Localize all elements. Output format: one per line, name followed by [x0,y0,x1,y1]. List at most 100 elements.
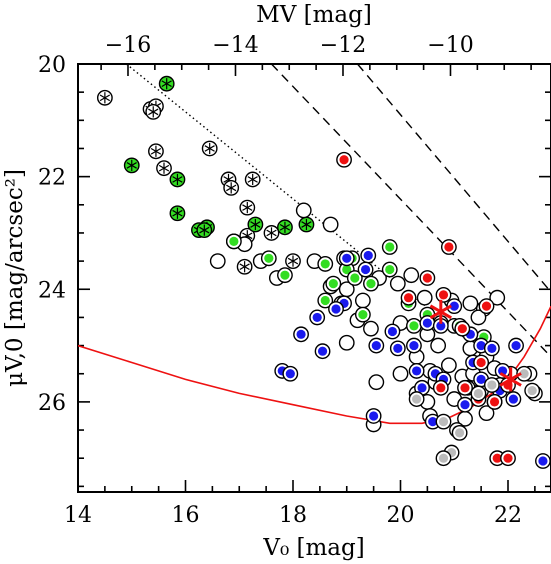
circle_grey-point [516,365,533,382]
marker-fill [393,343,403,353]
circle_blue-point [293,326,309,343]
circle_red-point [336,151,352,168]
marker-fill [460,400,470,410]
marker-circle [478,405,495,422]
asterisk-stroke [158,164,170,172]
x-tick-label: 18 [279,503,307,528]
marker-fill [444,242,454,252]
star-stroke [499,372,522,387]
asterisk-stroke [126,162,137,169]
marker-circle [338,334,355,351]
marker-fill [264,253,274,263]
dashed-reference-line [270,64,551,358]
circle_blue-point [365,408,382,424]
marker-fill [473,388,484,399]
circle_white-point [403,267,420,284]
marker-fill [460,383,470,393]
marker-fill [409,321,419,331]
circle_grey-point [524,382,541,399]
asterisk_white-point [156,160,172,177]
asterisk_white-point [263,225,280,241]
circle_white-point [440,357,457,374]
circle_blue-point [432,317,449,334]
circle_green-point [317,292,334,309]
x-tick-label: 14 [64,503,92,528]
asterisk_white-point [236,258,253,275]
asterisk_green-point [158,75,175,92]
circle_green-point [277,267,293,284]
top-tick-label: −14 [212,33,258,58]
y-tick-label: 24 [38,278,66,303]
marker-fill [280,270,290,280]
marker-fill [342,264,352,275]
plot-area [78,64,551,469]
marker-fill [320,259,330,269]
marker-fill [412,394,422,404]
marker-fill [417,383,427,393]
marker-circle [416,289,433,306]
y-tick-label: 20 [38,53,66,78]
marker-fill [387,326,398,337]
marker-fill [481,301,492,311]
x-tick-label: 22 [494,503,522,528]
circle_green-point [317,256,334,272]
marker-fill [436,321,446,331]
asterisk_white-point [96,89,113,106]
circle_blue-point [338,250,355,267]
asterisk-stroke [204,145,215,152]
circle_red-point [454,320,471,337]
circle_red-point [473,354,490,371]
asterisk-stroke [250,221,261,228]
circle_green-point [346,270,363,286]
asterisk_green-point [169,171,186,188]
marker-fill [285,369,295,379]
marker-circle [368,374,385,391]
circle_white-point [489,289,506,306]
circle_green-point [260,250,277,267]
marker-fill [436,383,446,393]
circle_white-point [416,289,433,306]
marker-fill [538,456,548,466]
marker-circle [354,292,371,309]
marker-circle [363,320,379,337]
top-tick-label: −12 [320,33,366,58]
marker-fill [358,310,368,320]
marker-circle [462,295,479,312]
circle_red-point [489,450,506,467]
y-axis-title: μV,0 [mag/arcsec²] [2,169,28,387]
circle_blue-point [424,413,441,430]
circle_red-point [457,379,473,396]
asterisk-stroke [199,226,210,234]
marker-fill [498,366,508,376]
asterisk_green-point [247,216,264,233]
marker-fill [385,264,395,275]
asterisk-stroke [150,147,162,155]
marker-fill [487,380,497,390]
marker-circle [489,289,506,306]
circle_white-point [295,202,312,219]
x-axis-title: V₀ [mag] [262,535,364,561]
circle_white-point [368,374,385,391]
asterisk-stroke [266,229,277,237]
marker-fill [320,295,330,306]
marker-fill [412,366,422,376]
marker-fill [455,428,465,438]
circle_green-point [354,306,371,323]
marker-circle [209,253,226,270]
marker-circle [322,216,339,233]
circle_white-point [338,334,355,351]
asterisk-stroke [148,108,159,116]
circle_grey-point [408,391,425,407]
asterisk-stroke [242,204,253,211]
marker-fill [438,417,449,427]
asterisk-stroke [99,94,111,102]
circle_green-point [325,275,342,292]
dashed-reference-line [356,64,551,293]
asterisk_white-point [285,253,301,270]
circle_green-point [381,261,398,278]
circle_blue-point [406,337,422,354]
top-tick-label: −10 [427,33,473,58]
star-stroke [429,304,452,320]
asterisk_white-point [148,143,164,160]
asterisk-stroke [172,209,183,217]
